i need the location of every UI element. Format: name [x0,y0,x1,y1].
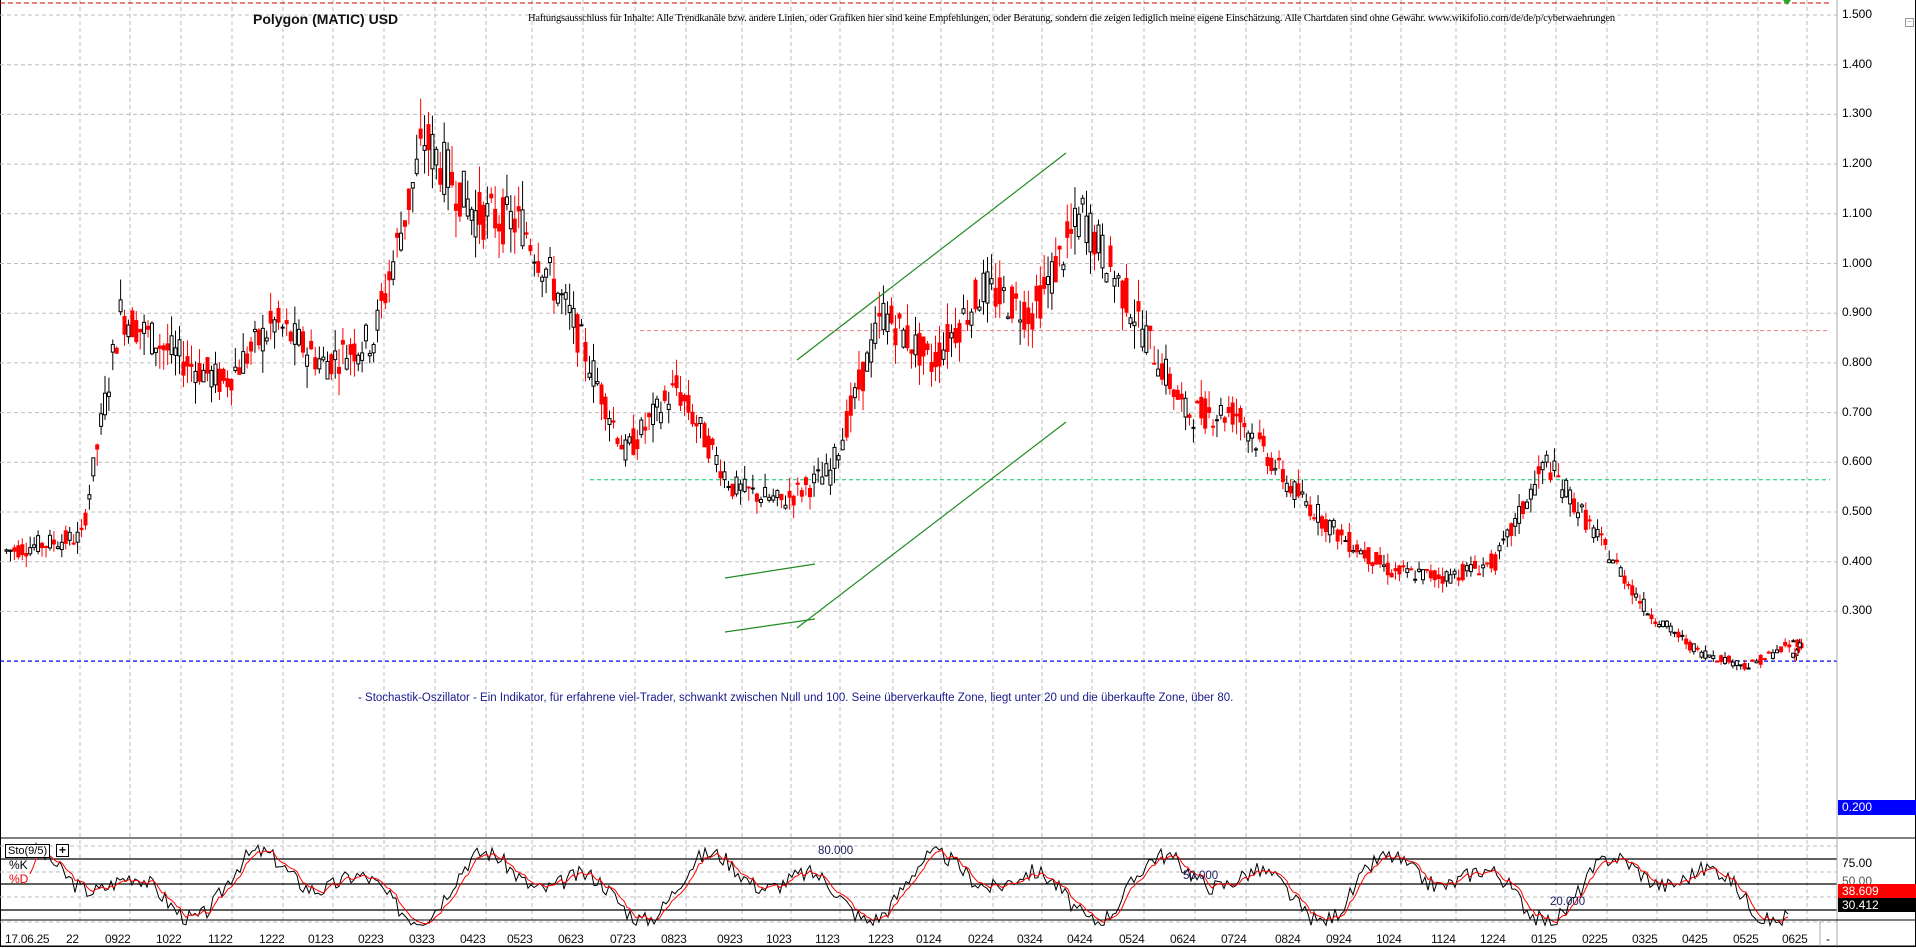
date-tick: 0723 [610,932,636,946]
date-tick: 1022 [156,932,182,946]
grid-lines [0,0,1837,923]
price-tick: 0.400 [1842,553,1873,568]
price-tick: 0.800 [1842,354,1873,369]
reference-lines [0,2,1837,662]
date-tick: 1023 [766,932,792,946]
date-axis-end-marker: - [1826,932,1830,946]
date-tick: 0124 [916,932,942,946]
collapse-icon[interactable]: − [1905,18,1914,27]
price-tick: 0.300 [1842,603,1873,618]
d-legend: %D [9,872,29,886]
date-tick: 1123 [815,932,840,946]
price-tick: 1.100 [1842,205,1873,220]
price-tick: 1.500 [1842,7,1873,21]
date-tick: 0525 [1733,932,1759,946]
k-value-badge: 38.609 [1838,884,1916,898]
price-tick: 1.200 [1842,156,1873,171]
level-80-label: 80.000 [818,845,854,857]
trend-lines [724,152,1067,633]
disclaimer-text: Haftungsausschluss für Inhalte: Alle Tre… [528,13,1615,24]
date-tick: 0425 [1682,932,1708,946]
date-tick: 22 [66,932,79,946]
chart-title: Polygon (MATIC) USD [253,11,399,27]
date-tick: 1224 [1480,932,1506,946]
date-tick: 0724 [1221,932,1247,946]
date-tick: 0324 [1017,932,1043,946]
date-tick: 0224 [968,932,994,946]
date-tick: 1222 [259,932,285,946]
date-start-label: 17.06.25 [5,932,50,946]
date-tick: 0623 [558,932,584,946]
date-tick: 0123 [308,932,334,946]
date-tick: 0823 [661,932,687,946]
price-tick: 0.500 [1842,504,1873,518]
stochastic-panel [0,837,1916,928]
expand-indicator-icon[interactable]: + [56,844,69,857]
date-tick: 0125 [1531,932,1557,946]
date-tick: 0923 [717,932,743,946]
current-price-badge: 0.200 [1838,800,1916,815]
level-50-label: 50.000 [1183,870,1219,882]
d-value-badge: 30.412 [1838,898,1916,912]
date-tick: 0624 [1170,932,1196,946]
price-tick: 1.400 [1842,56,1873,71]
date-tick: 1124 [1431,932,1456,946]
date-tick: 0424 [1067,932,1093,946]
indicator-label[interactable]: Sto(9/5) [5,844,51,858]
price-tick: 0.900 [1842,305,1873,320]
price-tick: 1.000 [1842,255,1873,270]
k-legend: %K [9,858,28,872]
price-tick: 0.600 [1842,454,1873,469]
date-tick: 1024 [1376,932,1402,946]
date-tick: 0323 [409,932,435,946]
price-tick: 1.300 [1842,106,1873,121]
date-tick: 0625 [1782,932,1808,946]
date-tick: 1122 [208,932,233,946]
level-20-label: 20.000 [1550,896,1586,908]
date-tick: 0225 [1582,932,1608,946]
date-tick: 0922 [105,932,131,946]
stochastic-annotation: - Stochastik-Oszillator - Ein Indikator,… [358,692,1234,704]
date-tick: 1223 [868,932,894,946]
date-tick: 0524 [1119,932,1145,946]
date-tick: 0924 [1326,932,1352,946]
stoch-tick-75: 75.00 [1842,856,1873,870]
date-tick: 0523 [507,932,533,946]
candlesticks [4,98,1804,671]
date-tick: 0325 [1632,932,1658,946]
date-tick: 0824 [1275,932,1301,946]
price-tick: 0.700 [1842,404,1873,419]
date-tick: 0423 [460,932,486,946]
date-tick: 0223 [358,932,384,946]
